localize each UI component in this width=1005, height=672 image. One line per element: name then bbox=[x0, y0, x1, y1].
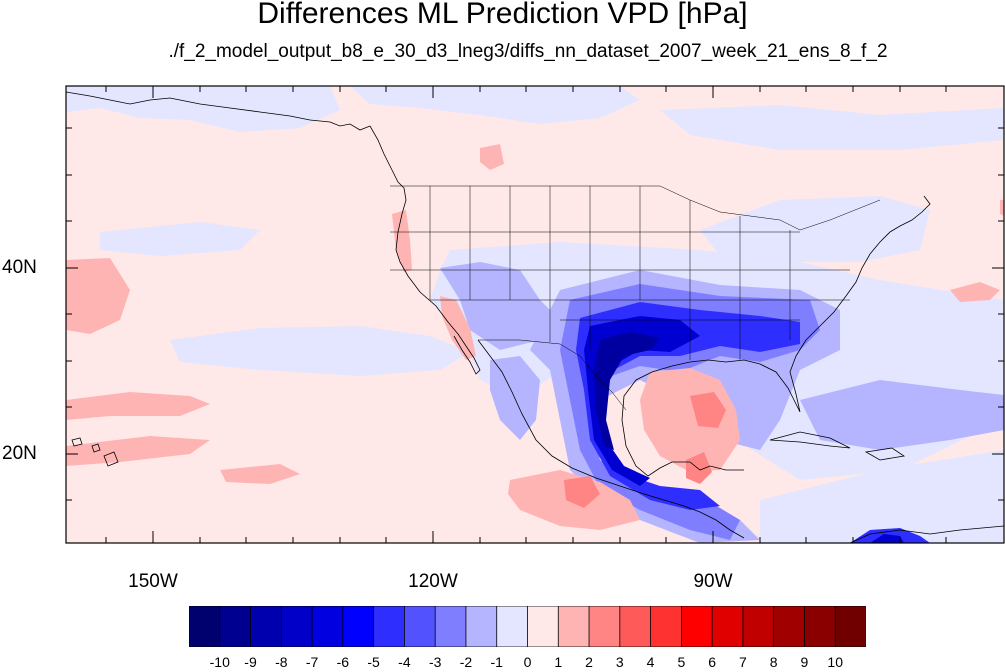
colorbar-swatch bbox=[311, 606, 344, 647]
field-region-negative-caribbean bbox=[800, 380, 1004, 450]
field-region-positive-yucatan bbox=[686, 452, 712, 484]
coastline-gulf bbox=[621, 355, 801, 477]
field-region-positive-west-pacific-1 bbox=[66, 258, 130, 334]
lat-tick-label-40n: 40N bbox=[2, 257, 37, 278]
field-region-negative-pacific-band bbox=[100, 222, 260, 256]
colorbar-label: -4 bbox=[398, 654, 411, 670]
colorbar-label: 2 bbox=[585, 654, 593, 670]
colorbar-swatch bbox=[434, 606, 467, 647]
colorbar-label: -1 bbox=[490, 654, 503, 670]
colorbar-swatch bbox=[588, 606, 621, 647]
colorbar-swatch bbox=[711, 606, 744, 647]
coastline-central-america bbox=[663, 499, 745, 539]
colorbar bbox=[189, 606, 866, 647]
colorbar-swatch bbox=[650, 606, 683, 647]
coastline-us-east bbox=[795, 195, 931, 357]
coastline-hawaii bbox=[71, 437, 119, 467]
field-region-negative-ne-pacific bbox=[660, 105, 1004, 150]
colorbar-swatch bbox=[342, 606, 375, 647]
field-region-negative-northeast bbox=[700, 196, 930, 262]
colorbar-label: -7 bbox=[305, 654, 319, 670]
field-region-positive-central-pacific bbox=[220, 464, 300, 484]
lat-tick-label-20n: 20N bbox=[2, 443, 37, 464]
colorbar-label: -6 bbox=[336, 654, 350, 670]
colorbar-swatch bbox=[219, 606, 252, 647]
coastlines bbox=[66, 91, 1004, 543]
colorbar-swatch bbox=[527, 606, 559, 647]
field-region-positive-california-coast bbox=[392, 210, 412, 272]
colorbar-swatch bbox=[834, 606, 866, 647]
colorbar-label: -5 bbox=[367, 654, 380, 670]
field-region-negative-texas-peak bbox=[594, 332, 660, 450]
colorbar-label: -10 bbox=[209, 654, 230, 670]
field-region-negative-south-atlantic bbox=[760, 450, 1004, 543]
field-region-negative-north-pacific-2 bbox=[350, 86, 640, 124]
colorbar-label: 9 bbox=[800, 654, 809, 670]
colorbar-swatch bbox=[619, 606, 652, 647]
colorbar-label: -9 bbox=[244, 654, 257, 670]
colorbar-swatch bbox=[742, 606, 775, 647]
coastline-baja bbox=[453, 333, 481, 375]
colorbar-label: 0 bbox=[523, 654, 532, 670]
tick-marks bbox=[66, 86, 1004, 543]
field-region-negative-north-pacific bbox=[66, 86, 340, 132]
field-region-positive-west-pacific-3 bbox=[66, 436, 210, 466]
vpd-difference-map bbox=[65, 85, 1005, 544]
lon-tick-label-120w: 120W bbox=[408, 571, 458, 592]
coastline-cuba bbox=[769, 431, 851, 449]
colorbar-swatch bbox=[189, 606, 221, 647]
colorbar-label: 4 bbox=[646, 654, 655, 670]
colorbar-label: 6 bbox=[708, 654, 717, 670]
coastline-alaska bbox=[66, 91, 371, 131]
lon-tick-label-90w: 90W bbox=[693, 571, 733, 592]
coastline-south-america bbox=[849, 525, 1004, 543]
field-region-positive-atlantic bbox=[950, 282, 1000, 302]
coastline-british-columbia bbox=[369, 125, 405, 189]
colorbar-label: 5 bbox=[677, 654, 686, 670]
field-region-negative-subtropical-pacific bbox=[170, 326, 470, 376]
field-region-negative-south-america-core bbox=[870, 534, 904, 543]
plot-title: Differences ML Prediction VPD [hPa] bbox=[257, 0, 748, 30]
colorbar-swatch bbox=[557, 606, 590, 647]
colorbar-swatch bbox=[280, 606, 313, 647]
coastline-mexico-west bbox=[477, 339, 665, 501]
colorbar-label: -8 bbox=[275, 654, 288, 670]
colorbar-label: 1 bbox=[554, 654, 563, 670]
colorbar-label: 7 bbox=[739, 654, 747, 670]
boundary-us-canada bbox=[390, 185, 881, 231]
plot-subtitle: ./f_2_model_output_b8_e_30_d3_lneg3/diff… bbox=[168, 41, 888, 62]
colorbar-swatch bbox=[804, 606, 836, 647]
field-region-positive-gulf-core bbox=[690, 392, 726, 428]
lon-tick-label-150w: 150W bbox=[128, 571, 178, 592]
field-region-positive-eastern-pacific-core bbox=[564, 476, 600, 508]
field-region-positive-baja bbox=[440, 296, 476, 360]
field-layer bbox=[66, 86, 1004, 543]
colorbar-swatch bbox=[373, 606, 406, 647]
colorbar-swatch bbox=[773, 606, 806, 647]
colorbar-label: 3 bbox=[615, 654, 624, 670]
boundary-state-lines bbox=[390, 186, 850, 360]
field-region-positive-west-pacific-2 bbox=[66, 392, 210, 420]
colorbar-swatch bbox=[404, 606, 436, 647]
colorbar-swatch bbox=[250, 606, 283, 647]
colorbar-swatch bbox=[680, 606, 713, 647]
colorbar-label: -2 bbox=[459, 654, 473, 670]
coastline-hispaniola bbox=[864, 447, 906, 461]
field-region-positive-north-1 bbox=[480, 144, 504, 170]
colorbar-swatch bbox=[465, 606, 498, 647]
coastline-us-west bbox=[395, 187, 459, 335]
political-boundaries bbox=[390, 185, 881, 411]
colorbar-swatch bbox=[496, 606, 529, 647]
colorbar-label: 10 bbox=[827, 654, 843, 670]
colorbar-label: 8 bbox=[769, 654, 778, 670]
boundary-us-mexico bbox=[478, 339, 627, 411]
field-region-positive-atlantic-2 bbox=[1000, 200, 1004, 216]
colorbar-label: -3 bbox=[428, 654, 442, 670]
